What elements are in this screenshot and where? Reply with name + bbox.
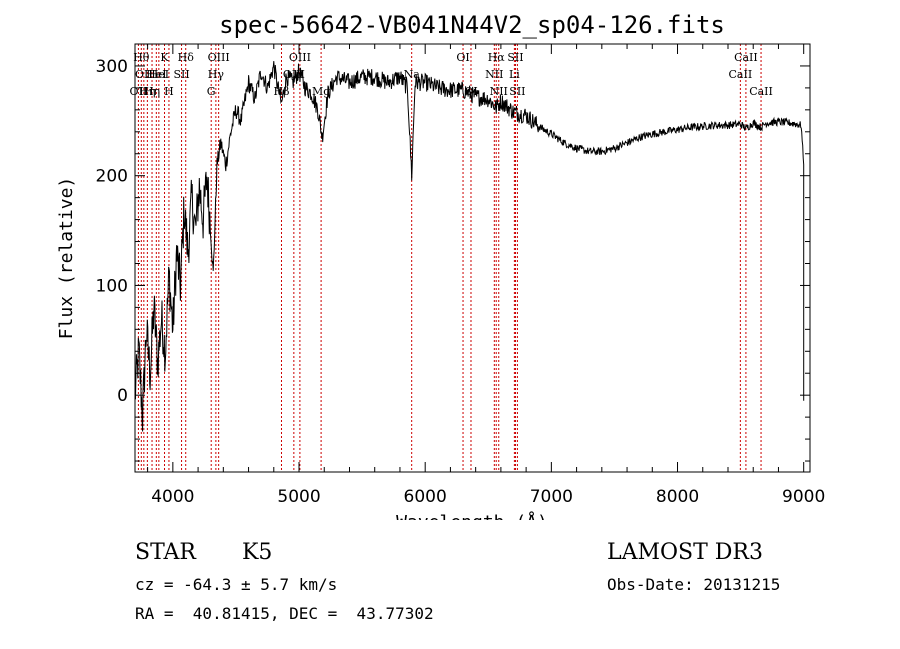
line-label-26: SII [509, 85, 525, 98]
line-label-12: Hγ [208, 68, 225, 81]
redshift-line: cz = -64.3 ± 5.7 km/s [135, 575, 338, 594]
y-tick-label-2: 200 [96, 167, 128, 187]
plot-frame [134, 43, 811, 473]
x-tick-label-1: 5000 [277, 487, 320, 507]
x-tick-label-3: 7000 [530, 487, 573, 507]
y-tick-label-1: 100 [96, 276, 128, 296]
spectrum-chart: spec-56642-VB041N44V2_sp04-126.fits OIIH… [56, 11, 825, 520]
axes: 4000 5000 6000 7000 8000 9000 0 100 200 300 [96, 43, 825, 507]
x-tick-label-5: 9000 [782, 487, 825, 507]
line-label-16: OIII [289, 51, 311, 64]
line-label-0: OII [130, 85, 148, 98]
x-axis-label: Wavelength (Å) [396, 511, 548, 520]
x-tick-label-4: 8000 [656, 487, 699, 507]
line-label-14: Hβ [274, 85, 290, 98]
object-subclass: K5 [242, 540, 273, 565]
line-label-23: NII [490, 85, 508, 98]
line-label-29: CaII [749, 85, 773, 98]
x-tick-label-2: 6000 [404, 487, 447, 507]
survey-name: LAMOST DR3 [607, 540, 763, 565]
line-label-24: Li [509, 68, 520, 81]
line-label-7: K [160, 51, 169, 64]
spectrum-line [134, 61, 805, 432]
line-label-13: OIII [208, 51, 230, 64]
line-label-10: Hδ [178, 51, 195, 64]
line-label-21: NII [485, 68, 503, 81]
line-label-4: Hη [144, 85, 160, 98]
line-label-1: Hθ [133, 51, 150, 64]
spectral-line-markers [137, 44, 762, 472]
line-label-17: Mg [312, 85, 330, 98]
line-label-19: OI [456, 51, 469, 64]
line-label-25: SII [507, 51, 523, 64]
line-label-6: HeI [149, 68, 169, 81]
spectral-line-labels: OIIHθOIIHηHηHeIHeIKHSIIHδGHγOIIIHβOIIIOI… [130, 51, 773, 98]
line-label-9: SII [173, 68, 189, 81]
y-tick-label-0: 0 [117, 386, 128, 406]
line-label-27: CaII [729, 68, 753, 81]
spectrum-series [134, 61, 805, 432]
line-label-5: HeI [146, 68, 166, 81]
line-label-2: OII [135, 68, 153, 81]
line-label-3: Hη [139, 85, 155, 98]
line-label-22: Hα [488, 51, 506, 64]
line-label-8: H [164, 85, 174, 98]
line-label-28: CaII [734, 51, 758, 64]
y-tick-label-3: 300 [96, 57, 128, 77]
object-class: STAR [135, 540, 196, 565]
y-axis-label: Flux (relative) [56, 177, 77, 340]
x-tick-label-0: 4000 [151, 487, 194, 507]
chart-title: spec-56642-VB041N44V2_sp04-126.fits [219, 11, 725, 39]
obs-date-line: Obs-Date: 20131215 [607, 575, 781, 594]
line-label-11: G [207, 85, 216, 98]
coordinates-line: RA = 40.81415, DEC = 43.77302 [135, 604, 434, 623]
